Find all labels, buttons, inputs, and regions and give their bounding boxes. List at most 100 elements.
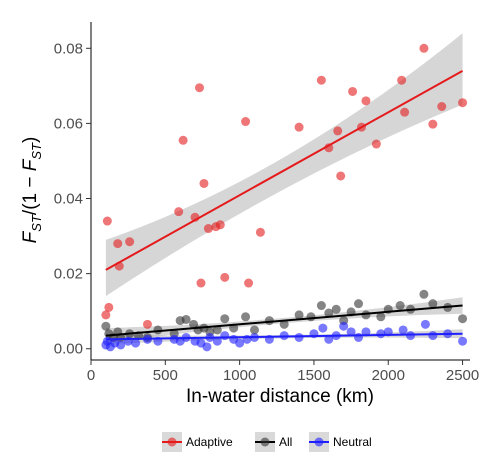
point-adaptive (336, 171, 346, 181)
fit-line-all (105, 304, 463, 337)
point-neutral (406, 331, 416, 341)
x-tick-label: 1000 (223, 367, 256, 384)
point-adaptive (333, 126, 343, 136)
legend-key-point (314, 437, 324, 447)
point-adaptive (196, 278, 206, 288)
point-adaptive (255, 227, 265, 237)
point-adaptive (294, 122, 304, 132)
point-neutral (346, 327, 356, 337)
point-neutral (318, 323, 328, 333)
legend-label-all: All (279, 435, 292, 449)
fit-lines (105, 69, 464, 341)
point-all (279, 319, 289, 329)
point-all (324, 308, 334, 318)
y-axis-title-close: ) (20, 137, 41, 143)
y-axis-title-mid: /(1 − (20, 171, 41, 215)
x-axis-title: In-water distance (km) (186, 386, 374, 407)
point-adaptive (101, 310, 111, 320)
point-neutral (212, 336, 222, 346)
point-neutral (420, 319, 430, 329)
point-neutral (398, 325, 408, 335)
point-adaptive (244, 278, 254, 288)
y-axis-title-f1: F (20, 230, 41, 243)
point-adaptive (400, 107, 410, 117)
legend: Adaptive All Neutral (162, 432, 372, 452)
point-adaptive (324, 143, 334, 153)
point-adaptive (113, 239, 123, 249)
point-neutral (116, 340, 126, 350)
point-neutral (428, 331, 438, 341)
point-all (101, 321, 111, 331)
y-tick-label: 0.00 (54, 341, 83, 358)
point-adaptive (142, 319, 152, 329)
fit-line-adaptive (105, 69, 464, 271)
point-neutral (202, 342, 212, 352)
x-tick-label: 1500 (297, 367, 330, 384)
point-adaptive (428, 119, 438, 129)
point-adaptive (125, 237, 135, 247)
point-adaptive (174, 207, 184, 217)
point-all (419, 289, 429, 299)
y-tick-label: 0.02 (54, 266, 83, 283)
legend-label-adaptive: Adaptive (186, 435, 233, 449)
point-adaptive (194, 83, 204, 93)
point-adaptive (220, 272, 230, 282)
point-all (241, 312, 251, 322)
x-tick-label: 2000 (372, 367, 405, 384)
fit-line-neutral (105, 332, 463, 341)
point-neutral (220, 331, 230, 341)
point-neutral (324, 334, 334, 344)
y-tick-label: 0.06 (54, 115, 83, 132)
point-all (428, 299, 438, 309)
confidence-band-adaptive (105, 33, 463, 297)
point-adaptive (102, 216, 112, 226)
point-adaptive (199, 178, 209, 188)
point-adaptive (437, 102, 447, 111)
point-neutral (131, 338, 141, 348)
y-axis-title-st2: ST (29, 142, 44, 160)
point-all (354, 299, 364, 309)
legend-label-neutral: Neutral (333, 435, 372, 449)
point-neutral (294, 332, 304, 342)
point-adaptive (371, 139, 381, 149)
x-axis-ticks: 0 500 1000 1500 2000 2500 (87, 360, 479, 384)
y-tick-label: 0.04 (54, 191, 83, 208)
point-all (395, 301, 405, 311)
point-all (220, 314, 230, 324)
x-tick-label: 0 (87, 367, 95, 384)
point-neutral (458, 336, 468, 346)
point-all (331, 304, 341, 314)
point-adaptive (203, 224, 213, 234)
y-axis-title: FST/(1 − FST) (20, 137, 44, 244)
point-all (294, 310, 304, 320)
point-adaptive (316, 75, 326, 85)
point-neutral (361, 327, 371, 337)
point-adaptive (458, 98, 468, 108)
point-adaptive (361, 96, 371, 106)
point-neutral (235, 338, 245, 348)
x-tick-label: 500 (153, 367, 178, 384)
point-all (181, 314, 191, 324)
x-tick-label: 2500 (446, 367, 479, 384)
point-all (249, 325, 259, 335)
y-axis-title-st1: ST (29, 214, 44, 232)
point-all (376, 312, 386, 322)
point-all (212, 325, 222, 335)
point-all (458, 314, 468, 324)
point-all (306, 312, 316, 322)
point-adaptive (397, 75, 407, 85)
point-neutral (339, 321, 349, 331)
point-adaptive (419, 43, 429, 53)
y-tick-label: 0.08 (54, 40, 83, 57)
point-adaptive (178, 135, 188, 145)
point-all (316, 301, 326, 311)
point-adaptive (241, 117, 251, 127)
point-adaptive (104, 302, 114, 312)
y-axis-title-f2: F (20, 158, 41, 171)
legend-key-point (260, 437, 270, 447)
legend-key-point (167, 437, 177, 447)
y-axis-ticks: 0.00 0.02 0.04 0.06 0.08 (54, 40, 91, 358)
confidence-bands (105, 33, 463, 345)
point-adaptive (348, 86, 358, 96)
